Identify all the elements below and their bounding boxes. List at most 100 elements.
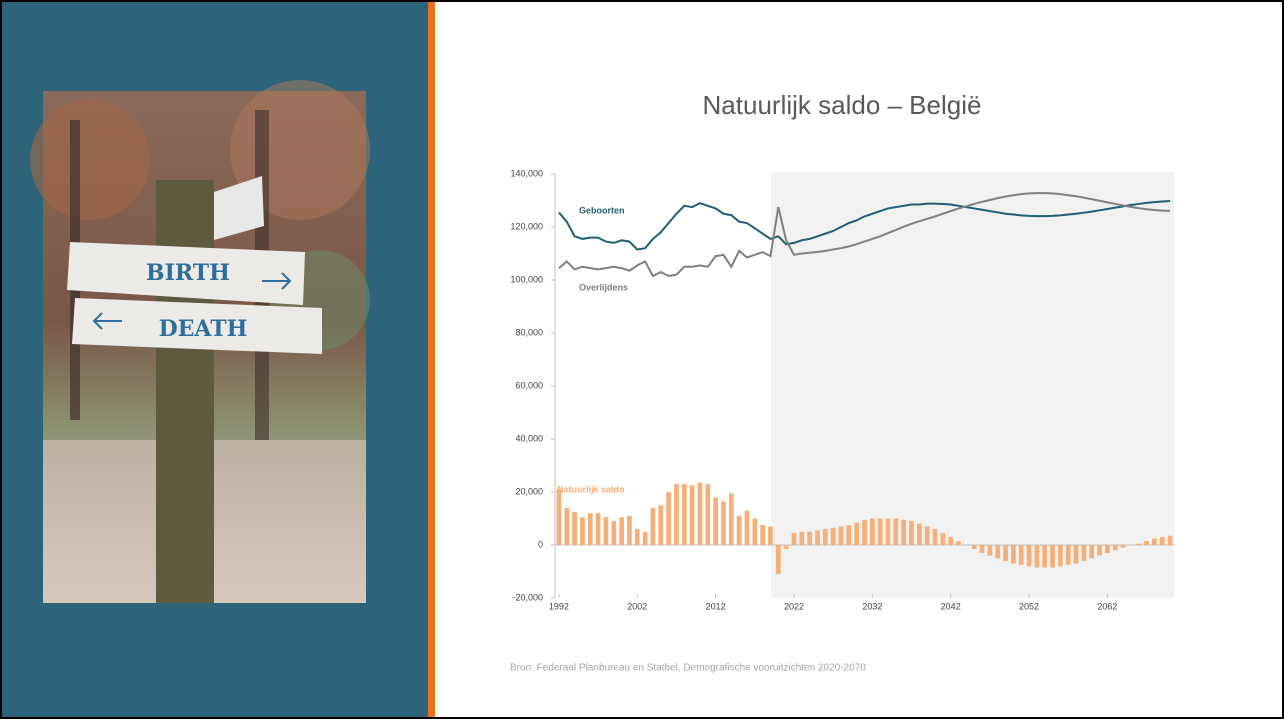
bar: [885, 518, 891, 545]
accent-stripe: [428, 0, 435, 719]
bar: [956, 541, 961, 545]
bar: [1120, 545, 1126, 548]
bar: [791, 533, 797, 545]
bar: [909, 521, 914, 545]
bar: [979, 545, 985, 553]
bar: [650, 507, 656, 545]
bar: [634, 529, 640, 545]
bar: [799, 531, 805, 545]
sign-blank: [214, 176, 264, 240]
bar: [768, 526, 773, 545]
x-tick-label: 2032: [862, 601, 882, 611]
sign-text: DEATH: [159, 316, 248, 342]
bar: [1136, 543, 1142, 545]
bar: [830, 527, 836, 545]
x-tick-label: 2002: [627, 601, 647, 611]
bar: [854, 522, 860, 545]
bar: [595, 513, 601, 545]
bar: [1144, 541, 1149, 545]
bar: [705, 484, 711, 545]
bar: [587, 513, 593, 545]
bar: [815, 530, 820, 545]
bar: [838, 526, 844, 545]
bar: [674, 484, 679, 545]
bar: [689, 485, 695, 545]
sign-text: BIRTH: [146, 260, 230, 286]
y-tick-label: -20,000: [512, 592, 543, 602]
arrow-right: [262, 272, 292, 290]
bar: [932, 529, 938, 545]
bar: [1034, 545, 1040, 568]
bar: [846, 525, 852, 545]
bar: [1159, 537, 1165, 545]
bar: [619, 517, 624, 545]
bar: [971, 545, 977, 549]
bar: [611, 521, 617, 545]
bar: [869, 518, 875, 545]
bar: [940, 533, 946, 545]
y-tick-label: 60,000: [515, 380, 543, 390]
x-tick-label: 2022: [784, 601, 804, 611]
x-tick-label: 2042: [941, 601, 961, 611]
y-tick-label: 120,000: [510, 221, 543, 231]
arrow-left: [92, 312, 122, 330]
bar: [1152, 538, 1157, 545]
bar: [1042, 545, 1048, 568]
bar: [1167, 535, 1173, 545]
x-tick-label: 1992: [549, 601, 569, 611]
bar: [744, 510, 750, 545]
y-tick-label: 80,000: [515, 327, 543, 337]
bar: [1097, 545, 1102, 556]
bar: [752, 518, 758, 545]
bar: [995, 545, 1001, 559]
bar: [948, 537, 954, 545]
x-tick-label: 2012: [706, 601, 726, 611]
bar: [1018, 545, 1024, 565]
bar: [1112, 545, 1118, 551]
bar: [1011, 545, 1016, 564]
x-tick-label: 2062: [1097, 601, 1117, 611]
bar: [728, 493, 734, 545]
bar: [1105, 545, 1110, 553]
bar: [666, 492, 671, 545]
y-tick-label: 0: [538, 539, 543, 549]
bar: [1089, 545, 1095, 559]
bar: [775, 545, 781, 575]
bar: [642, 531, 648, 545]
source-note: Bron: Federaal Planbureau en Statbel, De…: [510, 663, 866, 674]
series-label: Natuurlijk saldo: [557, 484, 625, 494]
bar: [862, 519, 867, 545]
y-tick-label: 20,000: [515, 486, 543, 496]
bar: [721, 501, 726, 545]
bar: [697, 482, 703, 545]
bar: [556, 489, 562, 545]
bar: [1050, 545, 1055, 568]
line: [558, 200, 1171, 251]
sign-death: [72, 298, 322, 354]
chart-title: Natuurlijk saldo – België: [703, 90, 982, 120]
bar: [807, 531, 813, 545]
bar: [658, 505, 664, 545]
bar: [822, 529, 828, 545]
bar: [1058, 545, 1063, 567]
y-tick-label: 100,000: [510, 274, 543, 284]
sign-post: [156, 180, 214, 603]
bar: [1003, 545, 1008, 561]
bar: [1073, 545, 1079, 564]
y-tick-label: 140,000: [510, 168, 543, 178]
bar: [877, 518, 883, 545]
bar: [901, 519, 907, 545]
series-label: Geboorten: [579, 205, 625, 215]
bar: [924, 526, 930, 545]
bar: [627, 515, 632, 545]
sign-birth: [67, 242, 305, 305]
projection-shade: [771, 172, 1174, 598]
bar: [783, 545, 789, 549]
bar: [603, 517, 609, 545]
bar: [713, 497, 718, 545]
x-tick-label: 2052: [1019, 601, 1039, 611]
bar: [580, 517, 585, 545]
bar: [987, 545, 993, 556]
